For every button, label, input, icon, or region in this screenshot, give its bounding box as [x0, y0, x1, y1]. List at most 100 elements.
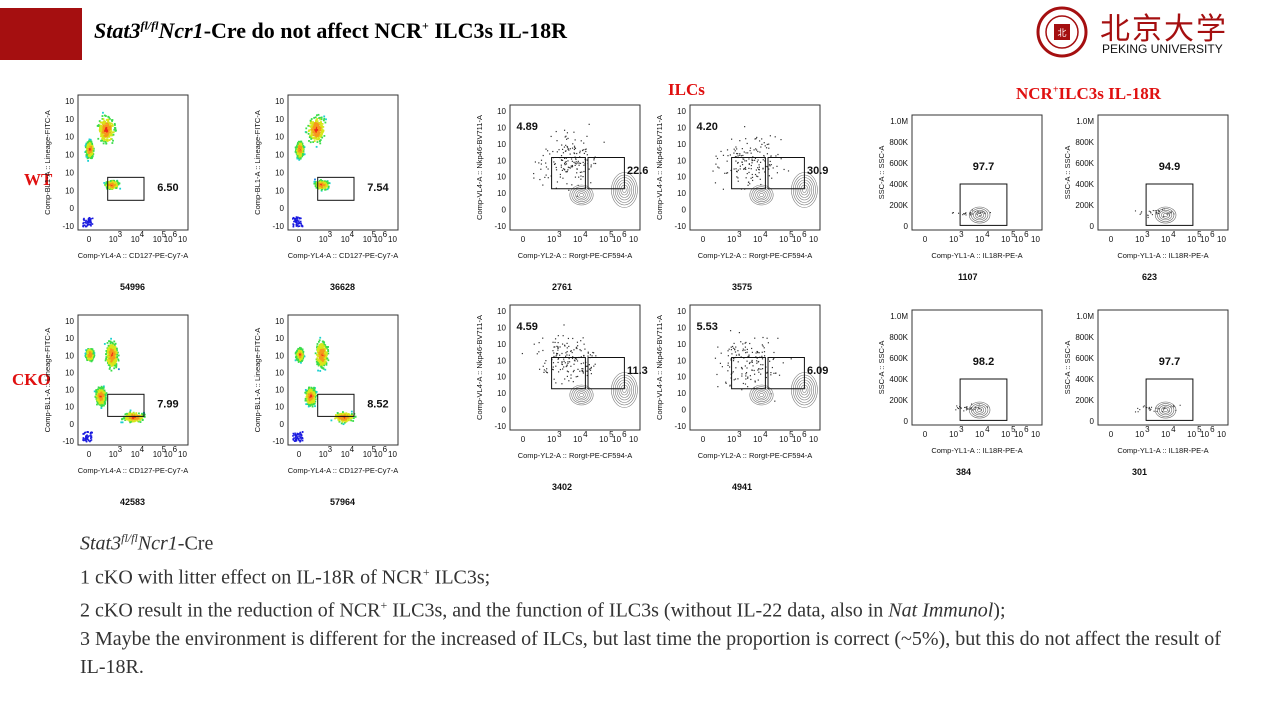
y-tick-label: 800K	[1075, 333, 1094, 342]
x-tick-label: 3	[557, 230, 562, 239]
x-tick-label: 6	[1024, 230, 1029, 239]
x-tick-label: 10	[1187, 430, 1196, 439]
x-tick-label: 0	[923, 430, 928, 439]
x-tick-label: 10	[153, 450, 162, 459]
y-tick-label: 10	[65, 386, 74, 395]
x-axis-label: Comp-YL4-A :: CD127-PE-Cy7-A	[288, 466, 398, 475]
x-tick-label: 10	[109, 235, 118, 244]
gate-box	[107, 176, 145, 201]
y-tick-label: 0	[682, 206, 687, 215]
gate-percent: 7.54	[367, 182, 389, 194]
y-tick-label: 10	[65, 133, 74, 142]
gate-box	[1145, 183, 1194, 226]
y-tick-label: 10	[497, 340, 506, 349]
plot-wt-ilc2: 10 10 10 10 10 10 0 -10 0 10 3 10 4 10 5 6 10 10 Comp-YL2-…	[652, 101, 832, 266]
y-tick-label: 10	[275, 351, 284, 360]
x-tick-label: 10	[131, 235, 140, 244]
x-tick-label: 5	[609, 230, 614, 239]
y-tick-labels: 10 10 10 10 10 10 0 -10	[494, 107, 506, 231]
x-tick-label: 5	[1011, 230, 1016, 239]
y-tick-label: 10	[677, 373, 686, 382]
event-count: 36628	[330, 282, 356, 292]
gate-box-b	[587, 157, 625, 190]
x-tick-label: 6	[383, 230, 388, 239]
y-tick-label: 10	[677, 123, 686, 132]
gate-percent-a: 4.59	[517, 321, 538, 333]
gate-box	[107, 393, 145, 417]
y-tick-label: 800K	[889, 333, 908, 342]
plot-frame	[77, 94, 189, 231]
y-tick-label: 10	[497, 107, 506, 116]
gate-percent: 8.52	[367, 398, 388, 410]
y-tick-label: 10	[497, 123, 506, 132]
row-label-cko: CKO	[12, 370, 51, 389]
x-tick-label: 4	[140, 230, 145, 239]
x-tick-label: 10	[164, 450, 173, 459]
y-tick-labels: 1.0M 800K 600K 400K 200K 0	[889, 117, 908, 231]
gate-box-a	[551, 357, 586, 390]
section-label-ilcs: ILCs	[668, 80, 705, 99]
y-tick-label: 10	[677, 323, 686, 332]
y-tick-label: 10	[275, 151, 284, 160]
event-count: 384	[956, 467, 972, 477]
contour-lines	[968, 401, 991, 419]
y-tick-label: 0	[682, 406, 687, 415]
x-tick-label: 3	[118, 230, 123, 239]
contour-lines	[968, 206, 991, 224]
y-tick-label: 200K	[889, 201, 908, 210]
y-tick-label: 1.0M	[890, 117, 908, 126]
x-tick-label: 10	[131, 450, 140, 459]
plot-wt-lin1: 10 10 10 10 10 10 0 -10 0 10 3 10 4 10 5 6 10 10 Comp-YL4-…	[40, 91, 200, 266]
x-tick-label: 4	[985, 425, 990, 434]
y-tick-label: 0	[280, 420, 285, 429]
x-tick-label: 10	[341, 235, 350, 244]
y-axis-label: Comp-VL4-A :: Nkp46-BV711-A	[475, 115, 484, 220]
gate-box-b	[587, 357, 625, 390]
y-tick-label: 10	[275, 133, 284, 142]
y-tick-label: 10	[677, 173, 686, 182]
contour-lines	[1154, 401, 1177, 419]
y-tick-label: 10	[497, 173, 506, 182]
y-tick-label: 10	[275, 168, 284, 177]
x-tick-label: 10	[809, 435, 818, 444]
x-axis-label: Comp-YL2-A :: Rorgt-PE-CF594-A	[698, 451, 813, 460]
y-tick-label: 10	[677, 140, 686, 149]
y-tick-label: 10	[65, 151, 74, 160]
gate-percent: 94.9	[1159, 161, 1180, 173]
y-axis-label: Comp-VL4-A :: Nkp46-BV711-A	[655, 115, 664, 220]
y-tick-label: 10	[275, 368, 284, 377]
y-tick-label: 10	[497, 189, 506, 198]
x-tick-label: 10	[949, 430, 958, 439]
x-axis-label: Comp-YL4-A :: CD127-PE-Cy7-A	[78, 466, 188, 475]
x-tick-label: 10	[178, 450, 187, 459]
x-tick-label: 0	[701, 435, 706, 444]
y-tick-label: 600K	[889, 159, 908, 168]
x-tick-label: 10	[727, 235, 736, 244]
gate-percent: 97.7	[973, 161, 994, 173]
x-tick-label: 0	[521, 435, 526, 444]
plot-wt-lin2: 10 10 10 10 10 10 0 -10 0 10 3 10 4 10 5 6 10 10 Comp-YL4-…	[250, 91, 410, 266]
plot-wt-il2: 1.0M 800K 600K 400K 200K 0 0 10 3 10 4 10 5 6 10 10 Comp…	[1060, 111, 1240, 266]
y-tick-label: 10	[497, 389, 506, 398]
gate-percent-b: 30.9	[807, 165, 828, 177]
x-axis-label: Comp-YL1-A :: IL18R-PE-A	[931, 251, 1022, 260]
y-tick-labels: 10 10 10 10 10 10 0 -10	[674, 107, 686, 231]
y-tick-label: 1.0M	[890, 312, 908, 321]
event-count: 3575	[732, 282, 753, 292]
y-tick-label: 1.0M	[1076, 312, 1094, 321]
y-axis-label: SSC-A :: SSC-A	[1063, 146, 1072, 200]
x-tick-label: 10	[573, 235, 582, 244]
y-tick-label: 0	[70, 204, 75, 213]
x-tick-label: 10	[388, 450, 397, 459]
y-tick-label: 10	[275, 115, 284, 124]
notes-line-3: 3 Maybe the environment is different for…	[80, 627, 1221, 678]
x-tick-label: 5	[1197, 230, 1202, 239]
y-tick-labels: 1.0M 800K 600K 400K 200K 0	[1075, 117, 1094, 231]
plot-cko-ilc2: 10 10 10 10 10 10 0 -10 0 10 3 10 4 10 5 6 10 10 Comp-YL2-…	[652, 301, 832, 466]
y-tick-labels: 10 10 10 10 10 10 0 -10	[272, 317, 284, 446]
